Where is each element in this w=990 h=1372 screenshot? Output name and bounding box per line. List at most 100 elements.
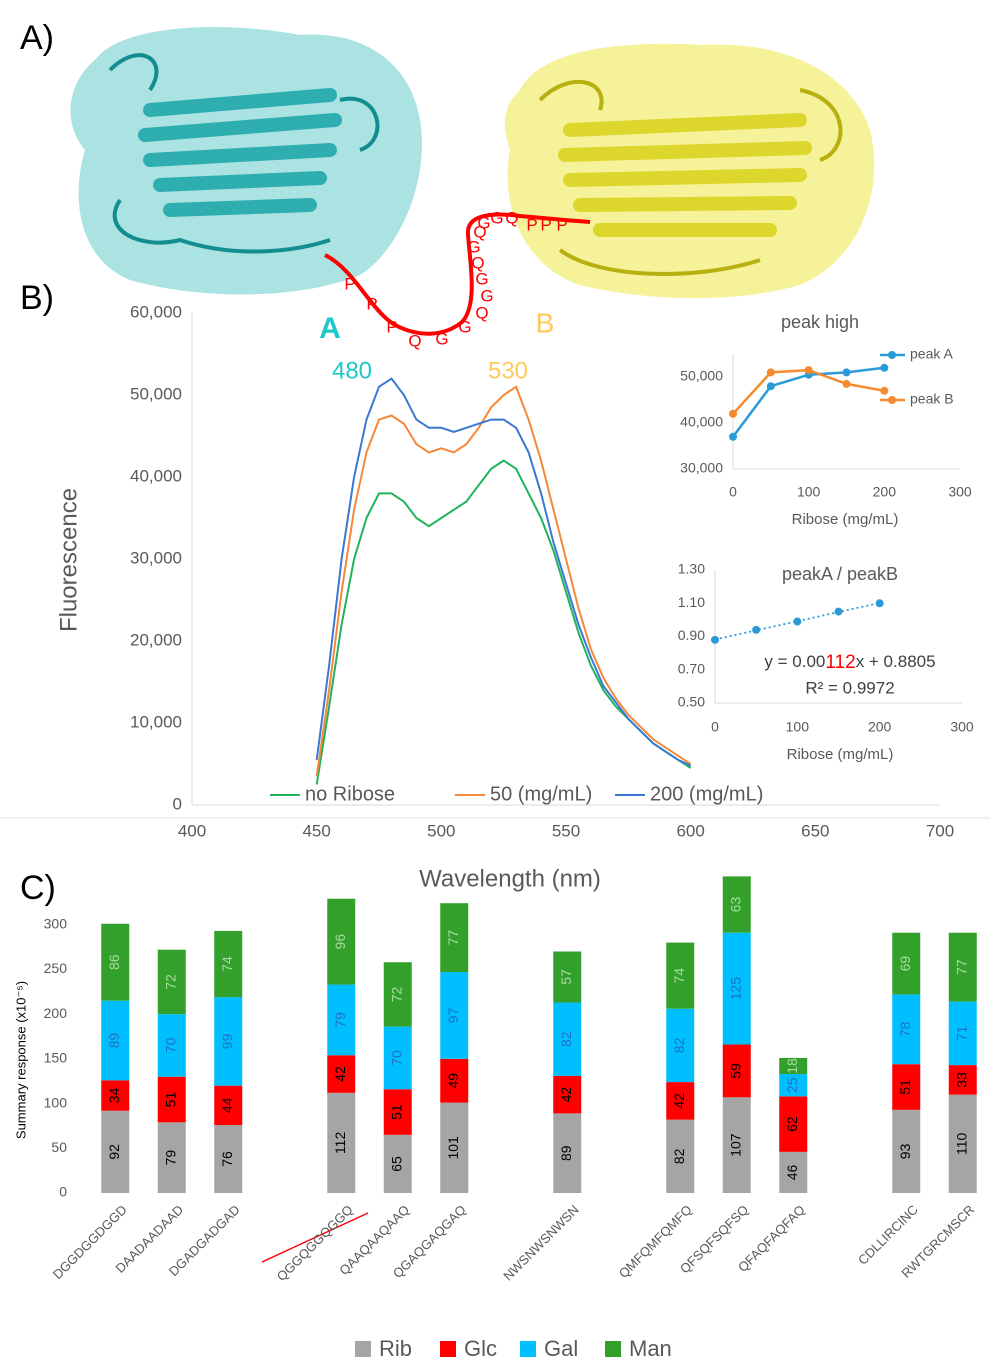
data-line xyxy=(315,377,692,767)
y-tick-label: 30,000 xyxy=(130,548,182,567)
x-tick-label: 300 xyxy=(948,484,972,500)
data-label: 70 xyxy=(388,1050,404,1066)
data-label: 51 xyxy=(388,1104,404,1120)
data-point xyxy=(752,625,761,634)
bar-segment xyxy=(779,1096,808,1152)
bar-segment xyxy=(327,1055,356,1093)
data-label: 86 xyxy=(106,954,122,970)
legend-label: Gal xyxy=(544,1336,578,1361)
x-tick-label: 100 xyxy=(786,719,810,735)
legend-label: peak B xyxy=(910,391,954,407)
data-label: 42 xyxy=(332,1066,348,1082)
bar-segment xyxy=(553,1075,582,1114)
data-point xyxy=(880,363,889,372)
x-tick-label: 200 xyxy=(868,719,892,735)
panel-label: C) xyxy=(20,869,56,907)
data-label: 33 xyxy=(953,1072,969,1088)
legend-swatch xyxy=(520,1341,536,1357)
chart-title: peakA / peakB xyxy=(782,564,898,584)
bar-segment xyxy=(157,1076,186,1123)
x-tick-label: 0 xyxy=(711,719,719,735)
data-label: 92 xyxy=(106,1144,122,1160)
data-point xyxy=(793,617,802,626)
bar-segment xyxy=(101,923,130,1001)
y-tick-label: 10,000 xyxy=(130,712,182,731)
x-tick-label: NWSNWSNWSN xyxy=(500,1202,582,1284)
bar-segment xyxy=(666,1008,695,1083)
y-tick-label: 50,000 xyxy=(680,368,723,384)
linker-letter: Q xyxy=(473,222,486,241)
linker-letter: P xyxy=(344,274,355,293)
y-tick-label: 30,000 xyxy=(680,460,723,476)
legend-label: Glc xyxy=(464,1336,497,1361)
equation-part: 112 xyxy=(825,652,855,673)
bar-segment xyxy=(779,1057,808,1075)
data-label: 49 xyxy=(445,1073,461,1089)
bar-segment xyxy=(666,942,695,1009)
x-tick-label: 650 xyxy=(801,821,829,840)
data-label: 72 xyxy=(162,974,178,990)
bar-segment xyxy=(214,1085,243,1126)
trendline xyxy=(714,602,880,641)
bar-segment xyxy=(157,949,186,1015)
bar-segment xyxy=(666,1082,695,1120)
legend-swatch xyxy=(888,351,896,359)
data-point xyxy=(729,432,737,441)
data-point xyxy=(875,599,884,608)
annotation: 480 xyxy=(332,357,372,384)
data-point xyxy=(842,379,851,388)
y-tick-label: 40,000 xyxy=(130,466,182,485)
legend-label: Rib xyxy=(379,1336,412,1361)
linker-letter: P xyxy=(556,215,567,234)
data-label: 78 xyxy=(897,1021,913,1037)
annotation: B xyxy=(536,307,555,338)
bar-segment xyxy=(214,1125,243,1193)
bar-segment xyxy=(383,1089,412,1135)
y-tick-label: 250 xyxy=(44,960,68,976)
y-tick-label: 0 xyxy=(59,1184,67,1200)
data-label: 93 xyxy=(897,1143,913,1159)
x-tick-label: 500 xyxy=(427,821,455,840)
linker xyxy=(324,212,591,336)
data-label: 97 xyxy=(445,1007,461,1023)
data-label: 46 xyxy=(784,1164,800,1180)
x-tick-label: 600 xyxy=(676,821,704,840)
annotation: A xyxy=(319,312,341,345)
r-squared: R² = 0.9972 xyxy=(805,678,894,697)
bar-segment xyxy=(948,932,977,1002)
bar-segment xyxy=(327,898,356,985)
y-axis-label: Summary response (x10⁻⁵) xyxy=(13,981,28,1139)
bar-segment xyxy=(327,984,356,1056)
y-tick-label: 0.70 xyxy=(678,660,705,676)
data-label: 110 xyxy=(953,1132,969,1155)
linker-letter: G xyxy=(475,269,488,288)
bar-segment xyxy=(948,1001,977,1066)
data-label: 101 xyxy=(445,1136,461,1160)
data-label: 96 xyxy=(332,934,348,950)
bar-segment xyxy=(722,932,751,1045)
linker-letter: P xyxy=(540,215,551,234)
data-label: 71 xyxy=(953,1025,969,1041)
legend-swatch xyxy=(888,396,896,404)
data-label: 77 xyxy=(953,959,969,975)
bar-segment xyxy=(892,994,921,1065)
bar-segment xyxy=(722,876,751,933)
linker-letter: G xyxy=(477,213,490,232)
equation: y = 0.00112x + 0.8805 xyxy=(764,652,935,673)
data-label: 44 xyxy=(219,1097,235,1113)
data-label: 70 xyxy=(162,1037,178,1053)
x-tick-label: 100 xyxy=(797,484,821,500)
legend-swatch xyxy=(440,1341,456,1357)
linker-letter: P xyxy=(526,215,537,234)
protein-cyan xyxy=(70,27,422,295)
legend-swatch xyxy=(355,1341,371,1357)
data-line xyxy=(315,385,692,777)
linker-letter: G xyxy=(467,237,480,256)
data-label: 72 xyxy=(388,986,404,1002)
data-label: 89 xyxy=(106,1033,122,1049)
bar-segment xyxy=(892,932,921,995)
linker-letter: Q xyxy=(408,331,421,350)
data-label: 69 xyxy=(897,956,913,972)
y-tick-label: 200 xyxy=(44,1005,68,1021)
data-label: 62 xyxy=(784,1116,800,1132)
